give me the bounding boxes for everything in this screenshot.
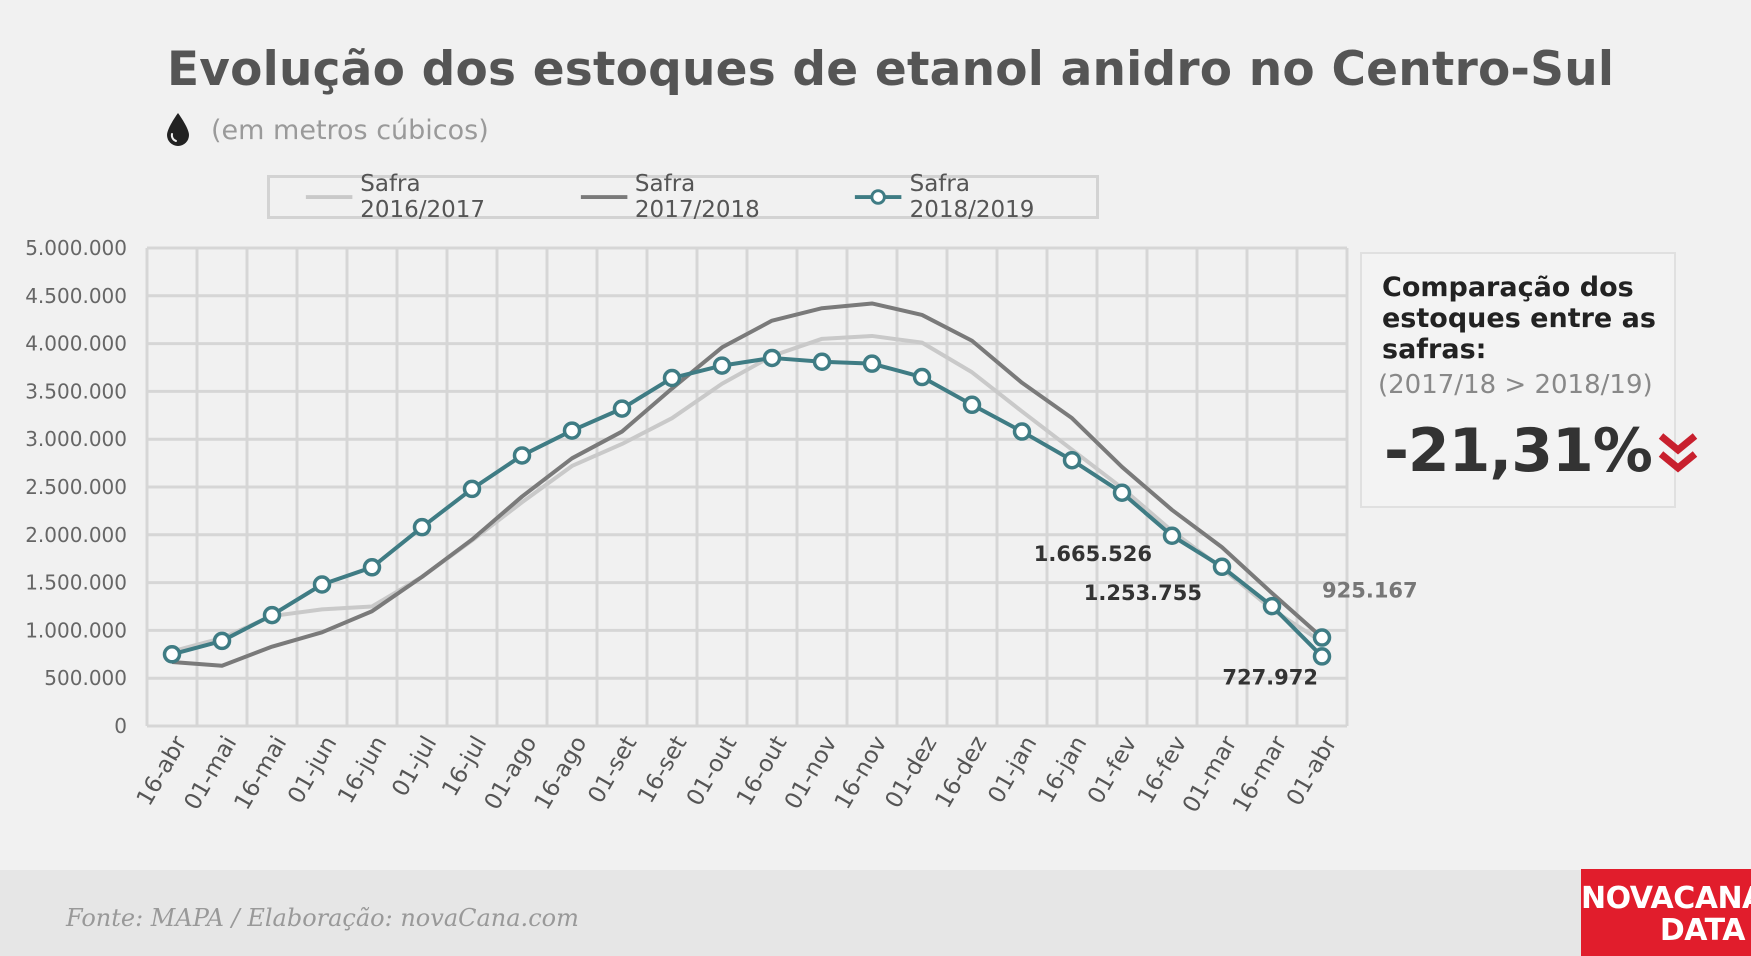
legend-swatch-2018 xyxy=(855,189,902,205)
legend-swatch-2017 xyxy=(580,195,628,199)
data-point xyxy=(562,421,582,440)
x-tick-label: 01-fev xyxy=(1083,732,1142,809)
chart-title: Evolução dos estoques de etanol anidro n… xyxy=(167,42,1615,97)
source-credit: Fonte: MAPA / Elaboração: novaCana.com xyxy=(66,904,579,932)
x-tick-label: 01-mai xyxy=(180,732,243,815)
data-point xyxy=(162,645,182,664)
x-tick-label: 16-fev xyxy=(1133,732,1192,809)
data-point xyxy=(412,517,432,537)
data-point xyxy=(262,605,282,625)
y-tick-label: 2.500.000 xyxy=(25,475,127,499)
data-point xyxy=(1062,450,1082,470)
data-label: 925.167 xyxy=(1322,579,1418,603)
y-tick-label: 3.500.000 xyxy=(25,379,127,403)
data-point xyxy=(1212,557,1232,577)
data-point xyxy=(1112,483,1132,502)
y-tick-label: 0 xyxy=(114,714,127,738)
data-point xyxy=(512,446,532,465)
series-line-2 xyxy=(171,355,1324,658)
double-chevron-down-icon xyxy=(1658,433,1698,473)
x-tick-label: 16-mar xyxy=(1228,731,1293,817)
data-point xyxy=(462,479,482,499)
y-tick-label: 2.000.000 xyxy=(25,523,127,547)
x-tick-label: 01-jun xyxy=(283,732,342,808)
x-tick-label: 16-out xyxy=(732,732,792,811)
comparison-subtitle: (2017/18 > 2018/19) xyxy=(1378,370,1653,400)
legend-label-2016: Safra 2016/2017 xyxy=(360,171,486,223)
footer xyxy=(0,870,1751,956)
x-tick-label: 16-set xyxy=(633,732,692,808)
data-point xyxy=(212,631,232,651)
comparison-title: Comparação dos estoques entre as safras: xyxy=(1382,272,1656,365)
data-point xyxy=(1162,526,1182,546)
logo-line2: DATA xyxy=(1659,913,1746,948)
data-point xyxy=(912,367,932,387)
legend-item-2018: Safra 2018/2019 xyxy=(851,171,1096,223)
data-point xyxy=(1312,647,1332,666)
legend-swatch-2016 xyxy=(305,195,353,199)
x-tick-label: 01-jul xyxy=(387,732,442,801)
chart-legend: Safra 2016/2017 Safra 2017/2018 Safra 20… xyxy=(267,171,1099,223)
comparison-value-row: -21,31% xyxy=(1384,416,1700,486)
data-point xyxy=(1312,628,1332,647)
x-tick-label: 01-set xyxy=(583,732,642,808)
comparison-value: -21,31% xyxy=(1384,416,1653,486)
comparison-box: Comparação dos estoques entre as safras:… xyxy=(1360,252,1698,508)
x-tick-label: 16-abr xyxy=(132,731,193,810)
y-tick-label: 1.500.000 xyxy=(25,571,127,595)
x-tick-label: 16-jul xyxy=(437,732,492,801)
x-tick-label: 16-ago xyxy=(530,732,593,815)
x-tick-label: 16-mai xyxy=(230,732,293,815)
subtitle-row: (em metros cúbicos) xyxy=(165,112,489,148)
y-tick-label: 5.000.000 xyxy=(25,236,127,260)
novacana-logo: NOVACANA DATA xyxy=(1581,869,1751,956)
y-tick-label: 4.000.000 xyxy=(25,332,127,356)
series-line-1 xyxy=(171,301,1324,668)
x-tick-label: 01-out xyxy=(682,732,742,811)
x-tick-label: 16-dez xyxy=(931,732,993,813)
data-point xyxy=(1262,596,1282,616)
legend-item-2016: Safra 2016/2017 xyxy=(302,171,547,223)
plot-area xyxy=(147,248,1347,726)
data-point xyxy=(762,348,782,368)
chart-subtitle: (em metros cúbicos) xyxy=(211,114,489,146)
legend-label-2018: Safra 2018/2019 xyxy=(909,171,1035,223)
y-tick-label: 3.000.000 xyxy=(25,427,127,451)
data-point xyxy=(862,354,882,373)
y-tick-label: 4.500.000 xyxy=(25,284,127,308)
data-point xyxy=(612,399,632,418)
x-tick-label: 01-ago xyxy=(480,732,543,815)
x-tick-label: 01-abr xyxy=(1282,731,1343,810)
data-point xyxy=(812,352,832,372)
logo-line1: NOVACANA xyxy=(1581,881,1751,916)
x-tick-label: 16-jan xyxy=(1033,732,1092,808)
y-tick-label: 500.000 xyxy=(44,666,127,690)
x-tick-label: 01-nov xyxy=(780,732,842,814)
data-label: 727.972 xyxy=(1222,665,1318,689)
data-point xyxy=(712,356,732,375)
data-point xyxy=(962,395,982,415)
series-line-0 xyxy=(171,333,1324,654)
legend-item-2017: Safra 2017/2018 xyxy=(577,171,822,223)
data-point xyxy=(662,368,682,388)
x-tick-label: 01-mar xyxy=(1178,731,1243,817)
x-tick-label: 16-nov xyxy=(830,732,892,814)
x-tick-label: 01-jan xyxy=(983,732,1042,808)
data-label: 1.665.526 xyxy=(1034,542,1152,566)
x-tick-label: 01-dez xyxy=(881,732,943,813)
data-label: 1.253.755 xyxy=(1084,581,1202,605)
y-tick-label: 1.000.000 xyxy=(25,618,127,642)
data-point xyxy=(312,575,332,594)
drop-icon xyxy=(167,113,189,146)
legend-label-2017: Safra 2017/2018 xyxy=(634,171,760,223)
data-point xyxy=(362,558,382,577)
data-point xyxy=(1012,422,1032,441)
x-tick-label: 16-jun xyxy=(333,732,392,808)
